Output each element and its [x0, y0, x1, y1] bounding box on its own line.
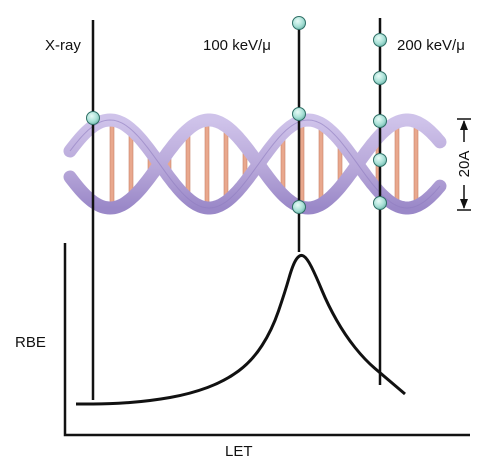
ionization-dot-icon — [292, 200, 306, 214]
ionization-dot-icon — [373, 33, 387, 47]
ionization-dot-icon — [373, 153, 387, 167]
base-pair — [413, 121, 419, 207]
base-pair — [204, 119, 210, 209]
ionization-dot-icon — [292, 16, 306, 30]
dna-double-helix — [63, 113, 447, 215]
dimension-down-arrow-icon — [460, 199, 468, 209]
base-pair — [109, 119, 115, 209]
let-axis-label: LET — [225, 443, 253, 460]
dna-strand-b — [63, 113, 447, 215]
ionization-dot-icon — [373, 196, 387, 210]
ionization-dots — [86, 16, 387, 214]
base-pair — [318, 123, 324, 205]
dna-strand-a-edge — [69, 119, 441, 209]
kev200-label: 200 keV/μ — [397, 37, 465, 54]
dimension-up-arrow-icon — [460, 120, 468, 130]
helix-width-dimension: 20A — [456, 118, 473, 211]
kev100-label: 100 keV/μ — [203, 37, 271, 54]
rbe-let-graph: RBE LET — [15, 243, 470, 460]
ionization-dot-icon — [373, 114, 387, 128]
graph-axes — [63, 243, 470, 437]
base-pair — [394, 121, 400, 207]
base-pair — [185, 129, 191, 199]
xray-label: X-ray — [45, 37, 81, 54]
helix-width-label: 20A — [456, 151, 473, 178]
ionization-dot-icon — [86, 111, 100, 125]
ionization-dot-icon — [373, 71, 387, 85]
ionization-dot-icon — [292, 107, 306, 121]
base-pair — [128, 129, 134, 199]
rbe-axis-label: RBE — [15, 334, 46, 351]
base-pair — [223, 125, 229, 203]
base-pair — [299, 120, 305, 208]
rbe-curve — [75, 253, 406, 406]
